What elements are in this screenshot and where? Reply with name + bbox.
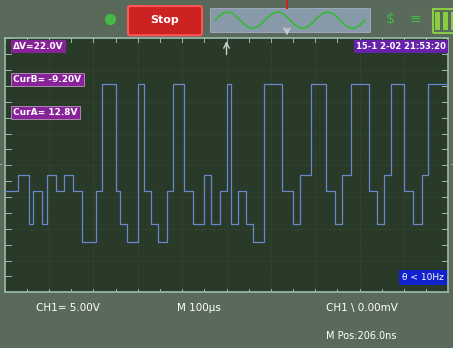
Text: M Pos:206.0ns: M Pos:206.0ns	[326, 331, 397, 341]
Bar	[210, 8, 370, 32]
Text: CurA= 12.8V: CurA= 12.8V	[14, 108, 78, 117]
Bar	[433, 9, 453, 33]
FancyBboxPatch shape	[128, 6, 202, 35]
Text: ≡: ≡	[409, 12, 421, 26]
Text: +: +	[449, 160, 453, 170]
Text: +: +	[0, 160, 4, 170]
Text: CurB= -9.20V: CurB= -9.20V	[14, 75, 82, 84]
Text: CH1= 5.00V: CH1= 5.00V	[36, 303, 100, 313]
Bar	[451, 12, 453, 30]
Text: θ < 10Hz: θ < 10Hz	[402, 273, 444, 282]
Text: $: $	[386, 12, 395, 26]
Text: Stop: Stop	[151, 15, 179, 25]
Text: ΔV=22.0V: ΔV=22.0V	[14, 42, 64, 51]
Text: M 100μs: M 100μs	[178, 303, 221, 313]
Text: CH1 \ 0.00mV: CH1 \ 0.00mV	[326, 303, 398, 313]
Text: 15-1 2-02 21:53:20: 15-1 2-02 21:53:20	[357, 42, 446, 51]
Bar	[435, 12, 440, 30]
Bar	[443, 12, 448, 30]
